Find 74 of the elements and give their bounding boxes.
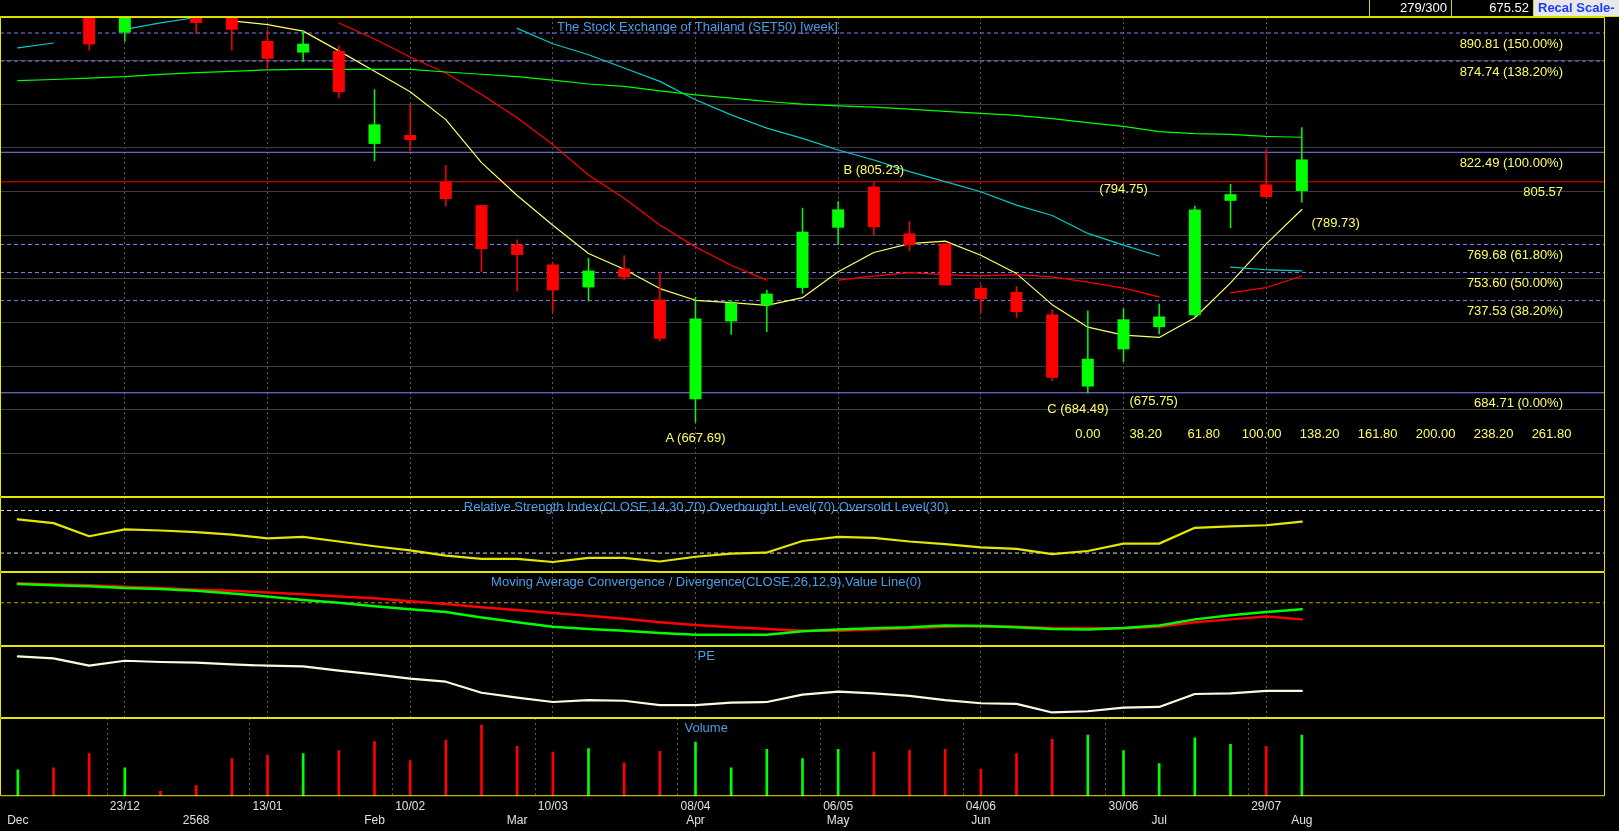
candlestick: [903, 220, 916, 252]
x-tick-label: 10/03: [537, 798, 569, 813]
chart-title: PE: [697, 647, 716, 663]
candlestick: [1153, 303, 1166, 336]
ref-line-label: 874.74 (138.20%): [1459, 63, 1563, 79]
candlestick: [760, 288, 773, 333]
bar: [694, 741, 697, 797]
ref-line-label: 822.49 (100.00%): [1459, 154, 1563, 170]
bar: [587, 748, 590, 797]
bar: [52, 767, 55, 797]
bar: [266, 754, 269, 797]
bar: [1229, 743, 1232, 797]
chart-title: The Stock Exchange of Thailand (SET50) [week]: [556, 18, 838, 34]
ref-line-label: 805.57: [1523, 184, 1563, 200]
chart-title: Moving Average Convergence / Divergence(CLOSE,26,12,9),Value Line(0): [491, 573, 922, 589]
candlestick: [1010, 285, 1023, 319]
bar: [1122, 750, 1125, 797]
x-tick-label: 08/04 Apr: [680, 798, 711, 828]
annotation: (789.73): [1311, 214, 1360, 230]
candlestick: [725, 299, 738, 336]
candlestick: [225, 17, 238, 52]
bar: [480, 724, 483, 797]
bar: [1015, 753, 1018, 797]
candlestick: [261, 29, 274, 71]
bar: [373, 741, 376, 797]
x-tick-label: 13/01: [252, 798, 283, 813]
x-tick-label: Feb: [364, 813, 386, 828]
text: 279/300: [1369, 0, 1451, 16]
annotation: (794.75): [1099, 181, 1148, 197]
candlestick: [368, 88, 381, 162]
annotation: 200.00: [1415, 426, 1456, 442]
x-tick-label: 10/02: [395, 798, 426, 813]
bar: [801, 758, 804, 797]
text: Recal Scale-: [1533, 0, 1619, 16]
ref-line-label: 684.71 (0.00%): [1474, 395, 1563, 411]
ref-line-label: 890.81 (150.00%): [1459, 35, 1563, 51]
annotation: 61.80: [1187, 426, 1221, 442]
candlestick: [832, 200, 845, 246]
annotation: C (684.49): [1047, 400, 1109, 416]
x-tick-label: 23/12: [109, 798, 141, 813]
annotation: 238.20: [1473, 426, 1514, 442]
annotation: 38.20: [1129, 426, 1163, 442]
annotation: B (805.23): [843, 161, 905, 177]
x-tick-label: 30/06: [1108, 798, 1139, 813]
ref-line-label: 737.53 (38.20%): [1466, 303, 1563, 319]
candlestick: [582, 257, 595, 303]
bar: [908, 749, 911, 797]
x-tick-label: Dec: [7, 813, 29, 828]
annotation: 138.20: [1299, 426, 1340, 442]
x-tick-label: Aug: [1291, 813, 1313, 828]
x-tick-label: 04/06 Jun: [965, 798, 997, 828]
candlestick: [297, 30, 310, 63]
x-tick-label: Jul: [1151, 813, 1167, 828]
candlestick: [404, 103, 417, 152]
x-tick-label: 29/07: [1251, 798, 1282, 813]
annotation: 100.00: [1241, 426, 1282, 442]
annotation: A (667.69): [665, 430, 726, 446]
ref-line-label: 769.68 (61.80%): [1466, 247, 1563, 263]
annotation: (675.75): [1129, 392, 1178, 408]
annotation: 0.00: [1075, 426, 1101, 442]
x-tick-label: 2568: [182, 813, 210, 828]
annotation: 161.80: [1357, 426, 1398, 442]
text: 675.52: [1451, 0, 1533, 16]
candlestick: [118, 17, 131, 43]
ref-line-label: 753.60 (50.00%): [1466, 275, 1563, 291]
annotation: 261.80: [1531, 426, 1572, 442]
candlestick: [511, 238, 524, 293]
candlestick: [974, 283, 987, 314]
x-tick-label: Mar: [506, 813, 528, 828]
x-tick-label: 06/05 May: [823, 798, 854, 828]
chart-title: Relative Strength Index(CLOSE,14,30,70),Overbought Level(70),Oversold Level(30): [463, 498, 949, 514]
candlestick: [618, 254, 631, 281]
candlestick: [1224, 183, 1237, 229]
chart-title: Volume: [684, 719, 728, 735]
